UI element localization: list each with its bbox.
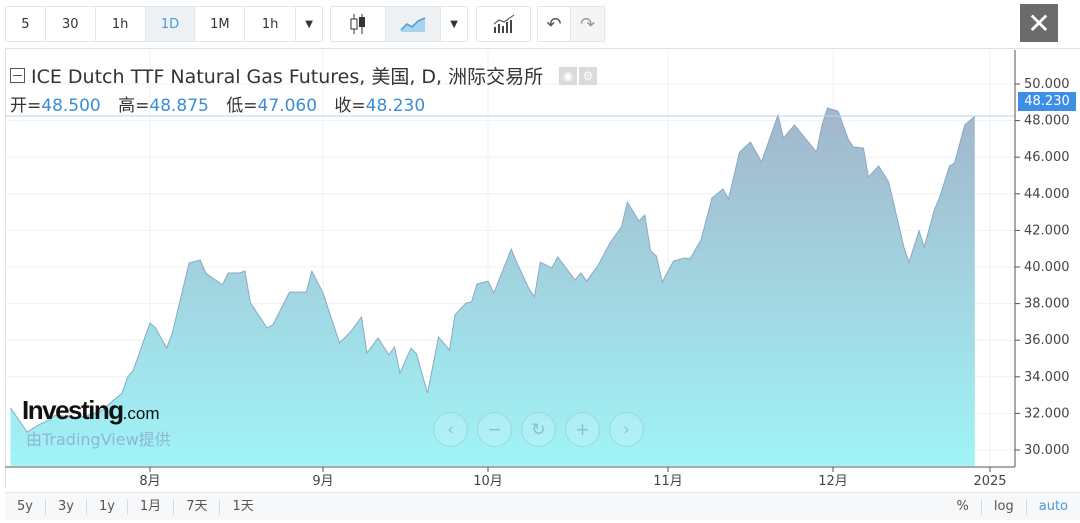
y-tick-label: 48.000	[1024, 114, 1070, 129]
interval-1h[interactable]: 1h	[96, 7, 146, 41]
y-tick-label: 50.000	[1024, 77, 1070, 92]
high-label: 高=	[118, 96, 150, 116]
redo-button[interactable]: ↷	[571, 7, 604, 41]
close-icon: ✕	[1027, 6, 1051, 40]
close-button[interactable]: ✕	[1020, 4, 1058, 42]
chart-type-dropdown[interactable]: ▼	[441, 7, 467, 41]
eye-icon[interactable]: ◉	[559, 66, 578, 85]
indicators-button[interactable]	[477, 7, 530, 41]
ohlc-values: 开=48.500 高=48.875 低=47.060 收=48.230	[10, 91, 437, 116]
area-chart-icon	[400, 17, 426, 32]
x-tick-label: 2025	[973, 474, 1006, 489]
y-tick-label: 42.000	[1024, 223, 1070, 238]
x-tick-label: 12月	[818, 474, 848, 489]
low-label: 低=	[226, 96, 258, 116]
x-tick-label: 8月	[139, 474, 160, 489]
range-3y[interactable]: 3y	[46, 498, 87, 515]
chart-area[interactable]	[5, 48, 1080, 488]
zoom-out-button[interactable]: −	[477, 412, 512, 447]
bottom-toolbar: 5y 3y 1y 1月 7天 1天 % log auto	[5, 492, 1080, 520]
y-tick-label: 30.000	[1024, 443, 1070, 458]
tradingview-credit[interactable]: 由TradingView提供	[26, 430, 171, 449]
interval-1d[interactable]: 1D	[145, 7, 196, 41]
series-legend: ICE Dutch TTF Natural Gas Futures, 美国, D…	[10, 62, 598, 89]
interval-30[interactable]: 30	[46, 7, 96, 41]
y-tick-label: 32.000	[1024, 406, 1070, 421]
toolbar: 5 30 1h 1D 1M 1h ▼ ▼ ↶ ↷ ✕	[0, 0, 1080, 48]
scroll-right-button[interactable]: ›	[609, 412, 644, 447]
collapse-icon[interactable]	[10, 68, 25, 83]
price-line	[10, 107, 976, 433]
y-tick-label: 44.000	[1024, 187, 1070, 202]
undo-icon: ↶	[546, 13, 562, 35]
interval-group: 5 30 1h 1D 1M 1h ▼	[5, 6, 323, 42]
range-1m[interactable]: 1月	[128, 498, 175, 515]
reset-button[interactable]: ↻	[521, 412, 556, 447]
range-5y[interactable]: 5y	[5, 498, 46, 515]
interval-5[interactable]: 5	[6, 7, 46, 41]
open-label: 开=	[10, 96, 42, 116]
undo-button[interactable]: ↶	[538, 7, 571, 41]
y-tick-label: 36.000	[1024, 333, 1070, 348]
close-label: 收=	[334, 96, 366, 116]
y-tick-label: 40.000	[1024, 260, 1070, 275]
chart-type-group: ▼	[330, 6, 468, 42]
open-value: 48.500	[41, 96, 101, 116]
chevron-down-icon: ▼	[305, 18, 313, 30]
scale-log[interactable]: log	[982, 498, 1027, 515]
range-1d[interactable]: 1天	[232, 498, 254, 514]
range-7d[interactable]: 7天	[174, 498, 221, 515]
high-value: 48.875	[149, 96, 209, 116]
series-title: ICE Dutch TTF Natural Gas Futures, 美国, D…	[31, 66, 544, 88]
interval-dropdown[interactable]: ▼	[296, 7, 322, 41]
close-value: 48.230	[365, 96, 426, 116]
range-1y[interactable]: 1y	[87, 498, 128, 515]
interval-1h-custom[interactable]: 1h	[245, 7, 297, 41]
last-price-tag: 48.230	[1018, 92, 1076, 111]
scroll-left-button[interactable]: ‹	[433, 412, 468, 447]
indicators-icon	[493, 14, 514, 33]
indicators-group	[476, 6, 531, 42]
x-tick-label: 9月	[312, 474, 333, 489]
zoom-in-button[interactable]: +	[565, 412, 600, 447]
interval-1m[interactable]: 1M	[195, 7, 246, 41]
price-chart[interactable]: 30.000 32.000 34.000 36.000 38.000 40.000 42.0…	[0, 0, 1080, 492]
candlestick-icon	[350, 14, 365, 34]
chart-navigation: ‹ − ↻ + ›	[433, 412, 644, 447]
history-group: ↶ ↷	[537, 6, 605, 42]
y-tick-label: 46.000	[1024, 150, 1070, 165]
redo-icon: ↷	[579, 13, 596, 35]
x-tick-label: 11月	[653, 474, 683, 489]
chevron-down-icon: ▼	[450, 18, 458, 30]
area-chart-button[interactable]	[385, 7, 442, 41]
scale-percent[interactable]: %	[945, 498, 982, 515]
scale-auto[interactable]: auto	[1038, 498, 1068, 514]
low-value: 47.060	[257, 96, 318, 116]
price-area	[10, 108, 975, 466]
candlestick-button[interactable]	[331, 7, 386, 41]
gear-icon[interactable]: ⚙	[579, 66, 598, 85]
y-tick-label: 34.000	[1024, 370, 1070, 385]
x-tick-label: 10月	[473, 474, 503, 489]
y-tick-label: 38.000	[1024, 297, 1070, 312]
investing-logo: Investing.com	[22, 395, 160, 425]
